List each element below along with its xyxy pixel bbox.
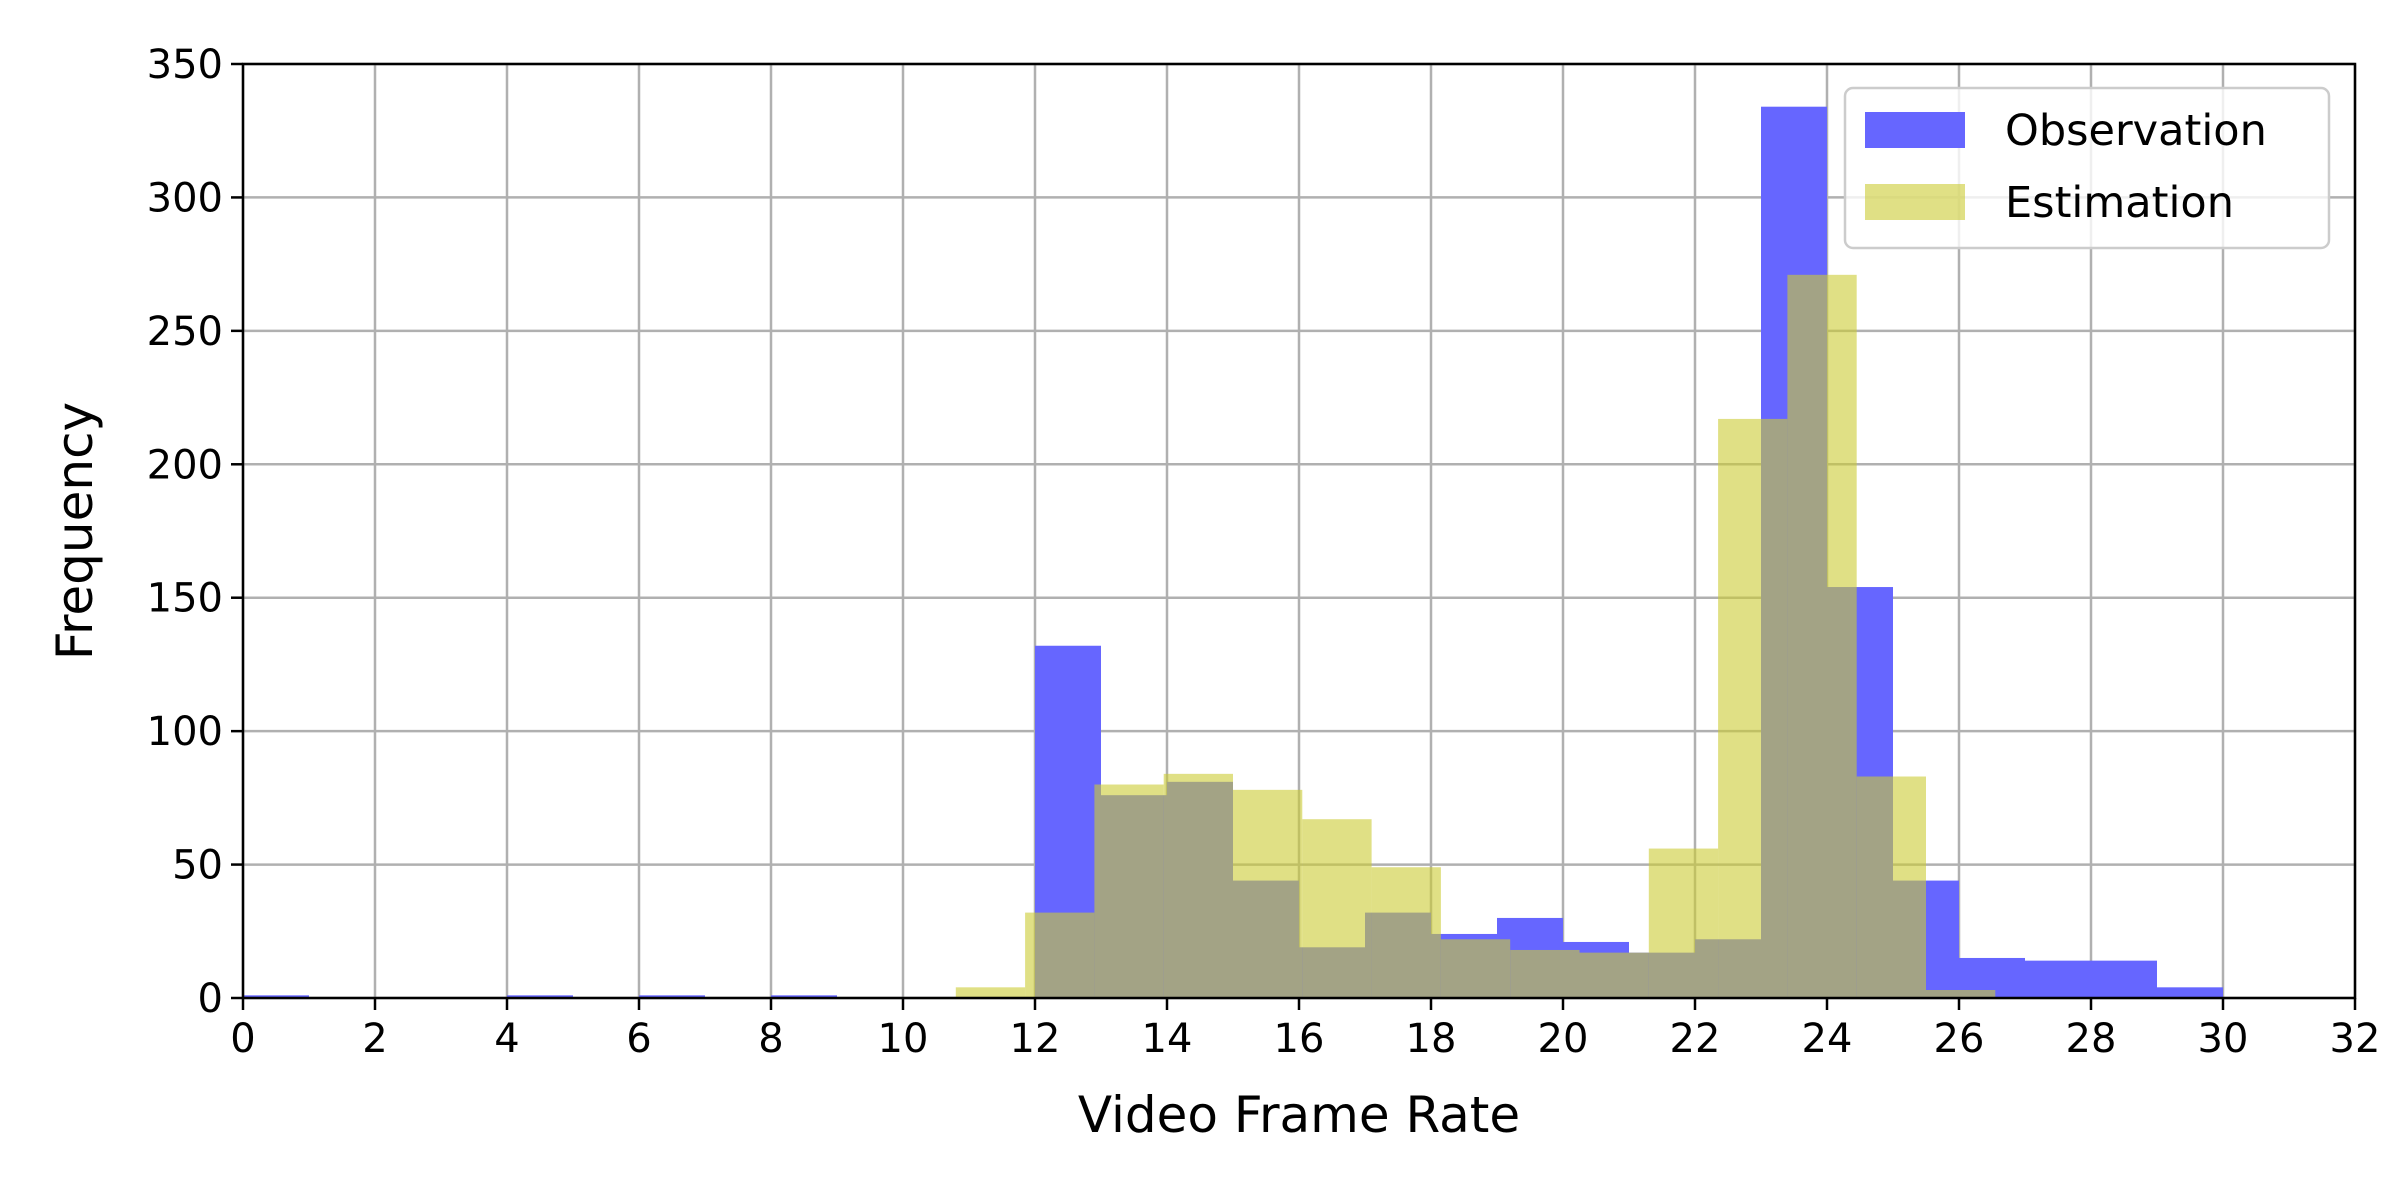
estimation-bar <box>1094 784 1164 998</box>
observation-bar <box>507 995 573 998</box>
legend-frame <box>1843 86 2331 250</box>
estimation-bar <box>1579 952 1649 998</box>
x-tick-label: 10 <box>878 1016 929 1062</box>
x-tick-label: 16 <box>1274 1016 1325 1062</box>
grid-lines <box>241 62 2357 1000</box>
x-tick-label: 18 <box>1406 1016 1457 1062</box>
y-tick-label: 0 <box>198 976 223 1022</box>
legend-swatch-observation <box>1865 112 1965 148</box>
legend: Observation Estimation <box>1843 86 2331 250</box>
x-tick-label: 20 <box>1538 1016 1589 1062</box>
y-tick-label: 50 <box>172 843 223 889</box>
estimation-bar <box>1856 776 1926 998</box>
estimation-bar <box>1163 773 1233 998</box>
estimation-bar <box>1718 418 1788 998</box>
estimation-bar <box>1787 274 1857 998</box>
x-tick-label: 2 <box>362 1016 387 1062</box>
legend-swatch-estimation <box>1865 184 1965 220</box>
y-axis-title: Frequency <box>46 402 104 660</box>
observation-bar <box>639 995 705 998</box>
estimation-bar <box>1926 989 1996 998</box>
x-tick-label: 4 <box>494 1016 519 1062</box>
y-tick-label: 150 <box>147 576 223 622</box>
x-tick-label: 30 <box>2198 1016 2249 1062</box>
y-tick-label: 350 <box>147 42 223 88</box>
x-axis-title: Video Frame Rate <box>1078 1086 1520 1144</box>
legend-label-observation: Observation <box>2005 106 2267 156</box>
estimation-bar <box>955 987 1026 998</box>
observation-bar <box>2157 987 2223 998</box>
y-tick-label: 250 <box>147 309 223 355</box>
estimation-bars <box>955 274 1996 998</box>
estimation-bar <box>1025 912 1095 998</box>
estimation-bar <box>1302 819 1372 998</box>
x-tick-label: 26 <box>1934 1016 1985 1062</box>
observation-bar <box>243 995 309 998</box>
x-tick-label: 8 <box>758 1016 783 1062</box>
x-tick-label: 24 <box>1802 1016 1853 1062</box>
x-tick-label: 28 <box>2066 1016 2117 1062</box>
x-tick-label: 32 <box>2330 1016 2381 1062</box>
x-tick-label: 12 <box>1010 1016 1061 1062</box>
observation-bar <box>771 995 837 998</box>
estimation-bar <box>1371 867 1441 998</box>
estimation-bar <box>1440 939 1511 998</box>
y-tick-label: 200 <box>147 442 223 488</box>
estimation-bar <box>1233 789 1303 998</box>
y-tick-label: 100 <box>147 709 223 755</box>
x-axis-ticks: 0 2 4 6 8 10 12 14 16 18 20 22 24 26 28 30 32 <box>230 998 2380 1062</box>
legend-label-estimation: Estimation <box>2005 178 2234 228</box>
x-tick-label: 6 <box>626 1016 651 1062</box>
estimation-bar <box>1510 949 1580 998</box>
y-axis-ticks: 0 50 100 150 200 250 300 350 <box>147 42 243 1022</box>
observation-bar <box>2091 960 2157 998</box>
observation-bar <box>2025 960 2091 998</box>
estimation-bar <box>1648 848 1719 998</box>
y-tick-label: 300 <box>147 175 223 221</box>
x-tick-label: 14 <box>1142 1016 1193 1062</box>
x-tick-label: 22 <box>1670 1016 1721 1062</box>
x-tick-label: 0 <box>230 1016 255 1062</box>
